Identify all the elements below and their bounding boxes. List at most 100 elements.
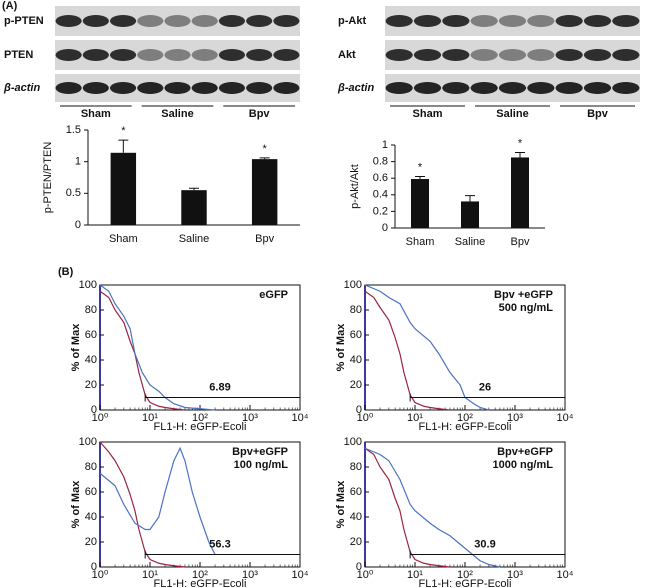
bar [411, 179, 429, 228]
blot-band [137, 15, 164, 27]
error-bar [118, 139, 129, 153]
y-axis-label: p-PTEN/PTEN [42, 142, 54, 214]
blot-band [191, 82, 218, 94]
x-tick-label: 10³ [507, 569, 523, 581]
blot-band [385, 49, 413, 61]
blot-band [413, 49, 442, 61]
y-tick-label: 0.4 [373, 189, 388, 201]
x-tick-label: 10⁴ [557, 569, 574, 581]
histogram-title: eGFP [259, 289, 288, 301]
blot-group-label: Bpv [249, 108, 271, 120]
blot-band [246, 82, 273, 94]
error-bar [515, 151, 525, 158]
y-tick-label: 20 [85, 379, 97, 391]
blot-band [385, 82, 413, 94]
histogram-curve [99, 446, 216, 555]
blot-band [413, 15, 442, 27]
x-tick-label: 10³ [242, 412, 258, 424]
histogram-curve [99, 441, 186, 568]
x-tick-label: 10¹ [407, 569, 423, 581]
y-axis-label: % of Max [70, 480, 82, 529]
y-tick-label: 80 [85, 461, 97, 473]
x-tick-label: 10⁴ [557, 412, 574, 424]
x-tick-label: 10² [457, 412, 473, 424]
y-tick-label: 0 [75, 219, 81, 231]
y-tick-label: 100 [79, 436, 97, 448]
significance-mark: * [263, 143, 268, 155]
y-tick-label: 40 [85, 354, 97, 366]
blot-band [583, 15, 612, 27]
significance-mark: * [518, 137, 523, 149]
error-bar [259, 157, 270, 160]
x-tick-label: 10¹ [142, 412, 158, 424]
category-label: Saline [179, 233, 210, 245]
error-bar [465, 195, 475, 202]
y-tick-label: 1 [382, 139, 388, 151]
blot-band [109, 82, 137, 94]
blot-band [442, 15, 470, 27]
y-tick-label: 40 [85, 511, 97, 523]
blot-band [246, 49, 273, 61]
y-tick-label: 0.5 [66, 187, 81, 199]
blot-band [583, 82, 612, 94]
bar [181, 190, 207, 225]
blot-row-label: β-actin [337, 82, 374, 94]
y-tick-label: 0 [356, 561, 362, 573]
blot-band [191, 49, 218, 61]
blot-band [612, 82, 640, 94]
significance-mark: * [418, 161, 423, 173]
blot-band [55, 82, 82, 94]
y-tick-label: 100 [344, 436, 362, 448]
y-tick-label: 40 [350, 354, 362, 366]
blot-group-label: Sham [81, 108, 111, 120]
y-tick-label: 60 [350, 486, 362, 498]
category-label: Saline [455, 236, 486, 248]
blot-band [218, 82, 246, 94]
blot-band [555, 49, 583, 61]
blot-band [82, 15, 109, 27]
histogram-title: 500 ng/mL [499, 302, 554, 314]
blot-group-label: Sham [413, 108, 443, 120]
histogram-title: 100 ng/mL [234, 459, 289, 471]
y-tick-label: 0 [356, 404, 362, 416]
y-tick-label: 20 [85, 536, 97, 548]
blot-band [555, 82, 583, 94]
blot-band [470, 15, 498, 27]
x-tick-label: 10⁰ [357, 412, 374, 424]
error-bar [189, 187, 199, 191]
blot-row-label: Akt [338, 49, 356, 61]
blot-band [612, 15, 640, 27]
x-tick-label: 10¹ [142, 569, 158, 581]
x-tick-label: 10⁴ [292, 569, 309, 581]
blot-band [137, 49, 164, 61]
plot-frame [99, 284, 301, 411]
y-tick-label: 100 [344, 279, 362, 291]
x-tick-label: 10² [192, 412, 208, 424]
x-tick-label: 10⁴ [292, 412, 309, 424]
bar [251, 159, 278, 225]
category-label: Sham [406, 236, 435, 248]
x-axis-label: FL1-H: eGFP-Ecoli [419, 421, 512, 433]
histogram-curve [364, 447, 501, 568]
blot-band [413, 82, 442, 94]
category-label: Sham [109, 233, 138, 245]
x-tick-label: 10³ [242, 569, 258, 581]
y-tick-label: 100 [79, 279, 97, 291]
blot-band [527, 15, 555, 27]
category-label: Bpv [511, 236, 530, 248]
x-tick-label: 10² [192, 569, 208, 581]
y-tick-label: 1 [75, 156, 81, 168]
blot-band [273, 82, 300, 94]
histogram-title: Bpv +eGFP [494, 289, 553, 301]
blot-band [164, 15, 191, 27]
x-tick-label: 10³ [507, 412, 523, 424]
blot-band [82, 49, 109, 61]
blot-band [82, 82, 109, 94]
histogram-title: Bpv+eGFP [497, 446, 553, 458]
blot-band [218, 15, 246, 27]
histogram-title: 1000 ng/mL [492, 459, 553, 471]
blot-band [498, 15, 527, 27]
blot-band [55, 49, 82, 61]
bar [461, 201, 479, 228]
blot-band [527, 82, 555, 94]
